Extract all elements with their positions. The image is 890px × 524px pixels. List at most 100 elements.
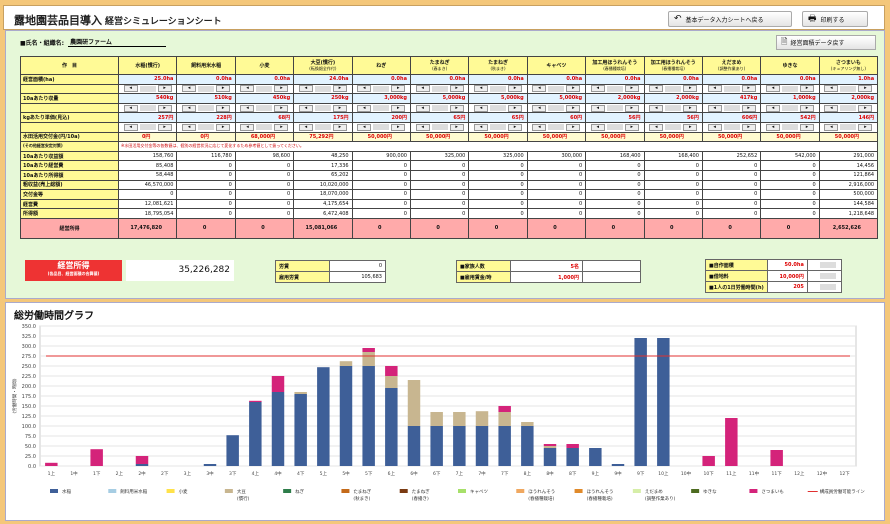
spin-track[interactable] <box>139 85 156 92</box>
spin-up-icon[interactable]: ▸ <box>508 123 523 131</box>
cell-subsidy[interactable]: 50,000円 <box>351 131 411 143</box>
spin-track[interactable] <box>314 85 331 92</box>
spin-up-icon[interactable]: ▸ <box>858 85 873 93</box>
area-spinner[interactable]: ◂ ▸ <box>818 83 879 95</box>
spin-up-icon[interactable]: ▸ <box>508 104 523 112</box>
cell-subsidy[interactable]: 0円 <box>176 131 236 143</box>
area-spinner[interactable]: ◂ ▸ <box>468 83 528 95</box>
spin-down-icon[interactable]: ◂ <box>649 123 664 131</box>
price-spinner[interactable]: ◂ ▸ <box>293 121 353 133</box>
cell-price[interactable]: 65円 <box>468 112 528 123</box>
cell-area[interactable]: 0.0ha <box>234 74 295 85</box>
reset-area-button[interactable]: 🗎 経営面積データ戻す <box>776 35 876 50</box>
cell-area[interactable]: 24.0ha <box>293 74 353 85</box>
spin-down-icon[interactable]: ◂ <box>707 85 722 93</box>
spin-down-icon[interactable]: ◂ <box>824 123 839 131</box>
spin-up-icon[interactable]: ▸ <box>391 104 406 112</box>
spin-up-icon[interactable]: ▸ <box>566 123 581 131</box>
spin-track[interactable] <box>373 85 390 92</box>
area-spinner[interactable]: ◂ ▸ <box>409 83 470 95</box>
spin-down-icon[interactable]: ◂ <box>240 104 255 112</box>
spin-track[interactable] <box>548 85 565 92</box>
price-spinner[interactable]: ◂ ▸ <box>234 121 295 133</box>
spin-down-icon[interactable]: ◂ <box>532 85 547 93</box>
spin-up-icon[interactable]: ▸ <box>566 104 581 112</box>
spin-track[interactable] <box>373 124 390 131</box>
spin-track[interactable] <box>490 85 507 92</box>
cell-subsidy[interactable]: 50,000円 <box>585 131 645 143</box>
cell-yield[interactable]: 3,000kg <box>351 93 411 104</box>
spin-down-icon[interactable]: ◂ <box>590 85 605 93</box>
area-spinner[interactable]: ◂ ▸ <box>176 83 236 95</box>
spin-up-icon[interactable]: ▸ <box>274 123 289 131</box>
spin-up-icon[interactable]: ▸ <box>741 85 756 93</box>
spin-down-icon[interactable]: ◂ <box>298 123 313 131</box>
spin-up-icon[interactable]: ▸ <box>683 104 698 112</box>
spin-down-icon[interactable]: ◂ <box>240 85 255 93</box>
spin-up-icon[interactable]: ▸ <box>799 104 814 112</box>
spin-up-icon[interactable]: ▸ <box>216 123 231 131</box>
yield-spinner[interactable]: ◂ ▸ <box>585 102 645 114</box>
cell-price[interactable]: 56円 <box>643 112 703 123</box>
cell-price[interactable]: 60円 <box>526 112 587 123</box>
area-spinner[interactable]: ◂ ▸ <box>234 83 295 95</box>
price-spinner[interactable]: ◂ ▸ <box>643 121 703 133</box>
spin-track[interactable] <box>198 124 215 131</box>
cell-price[interactable]: 146円 <box>818 112 879 123</box>
yield-spinner[interactable]: ◂ ▸ <box>176 102 236 114</box>
cell-price[interactable]: 65円 <box>409 112 470 123</box>
work-hours-value[interactable]: 205 <box>766 281 808 293</box>
spin-up-icon[interactable]: ▸ <box>624 123 639 131</box>
spin-up-icon[interactable]: ▸ <box>274 85 289 93</box>
area-spinner[interactable]: ◂ ▸ <box>117 83 178 95</box>
spin-track[interactable] <box>665 124 682 131</box>
spin-up-icon[interactable]: ▸ <box>566 85 581 93</box>
cell-subsidy[interactable]: 50,000円 <box>409 131 470 143</box>
price-spinner[interactable]: ◂ ▸ <box>760 121 820 133</box>
cell-area[interactable]: 0.0ha <box>351 74 411 85</box>
print-button[interactable]: 🖶 印刷する <box>802 11 868 27</box>
cell-subsidy[interactable]: 50,000円 <box>643 131 703 143</box>
yield-spinner[interactable]: ◂ ▸ <box>818 102 879 114</box>
cell-subsidy[interactable]: 50,000円 <box>526 131 587 143</box>
cell-subsidy[interactable]: 50,000円 <box>701 131 762 143</box>
spin-up-icon[interactable]: ▸ <box>332 85 347 93</box>
spin-down-icon[interactable]: ◂ <box>532 123 547 131</box>
spin-down-icon[interactable]: ◂ <box>182 85 197 93</box>
area-spinner[interactable]: ◂ ▸ <box>760 83 820 95</box>
cell-yield[interactable]: 2,000kg <box>818 93 879 104</box>
spin-up-icon[interactable]: ▸ <box>508 85 523 93</box>
yield-spinner[interactable]: ◂ ▸ <box>526 102 587 114</box>
cell-area[interactable]: 0.0ha <box>585 74 645 85</box>
spin-track[interactable] <box>781 124 798 131</box>
price-spinner[interactable]: ◂ ▸ <box>585 121 645 133</box>
cell-yield[interactable]: 5,000kg <box>409 93 470 104</box>
spin-up-icon[interactable]: ▸ <box>274 104 289 112</box>
spin-up-icon[interactable]: ▸ <box>741 104 756 112</box>
area-spinner[interactable]: ◂ ▸ <box>643 83 703 95</box>
spin-track[interactable] <box>198 85 215 92</box>
spin-track[interactable] <box>256 105 273 112</box>
spin-track[interactable] <box>840 124 857 131</box>
spin-up-icon[interactable]: ▸ <box>799 85 814 93</box>
price-spinner[interactable]: ◂ ▸ <box>117 121 178 133</box>
spin-track[interactable] <box>431 124 448 131</box>
spin-track[interactable] <box>256 85 273 92</box>
spin-down-icon[interactable]: ◂ <box>357 85 372 93</box>
price-spinner[interactable]: ◂ ▸ <box>468 121 528 133</box>
spin-track[interactable] <box>431 85 448 92</box>
spin-track[interactable] <box>490 124 507 131</box>
spin-up-icon[interactable]: ▸ <box>332 104 347 112</box>
spin-down-icon[interactable]: ◂ <box>357 104 372 112</box>
spin-down-icon[interactable]: ◂ <box>182 123 197 131</box>
back-to-input-button[interactable]: ↶ 基本データ入力シートへ戻る <box>668 11 792 27</box>
spin-up-icon[interactable]: ▸ <box>741 123 756 131</box>
land-rent-spinner[interactable] <box>806 270 842 282</box>
spin-up-icon[interactable]: ▸ <box>216 85 231 93</box>
cell-area[interactable]: 0.0ha <box>468 74 528 85</box>
area-spinner[interactable]: ◂ ▸ <box>526 83 587 95</box>
spin-down-icon[interactable]: ◂ <box>649 104 664 112</box>
spin-down-icon[interactable]: ◂ <box>123 85 138 93</box>
spin-down-icon[interactable]: ◂ <box>415 85 430 93</box>
hourly-wage-value[interactable]: 1,000円 <box>510 271 583 283</box>
